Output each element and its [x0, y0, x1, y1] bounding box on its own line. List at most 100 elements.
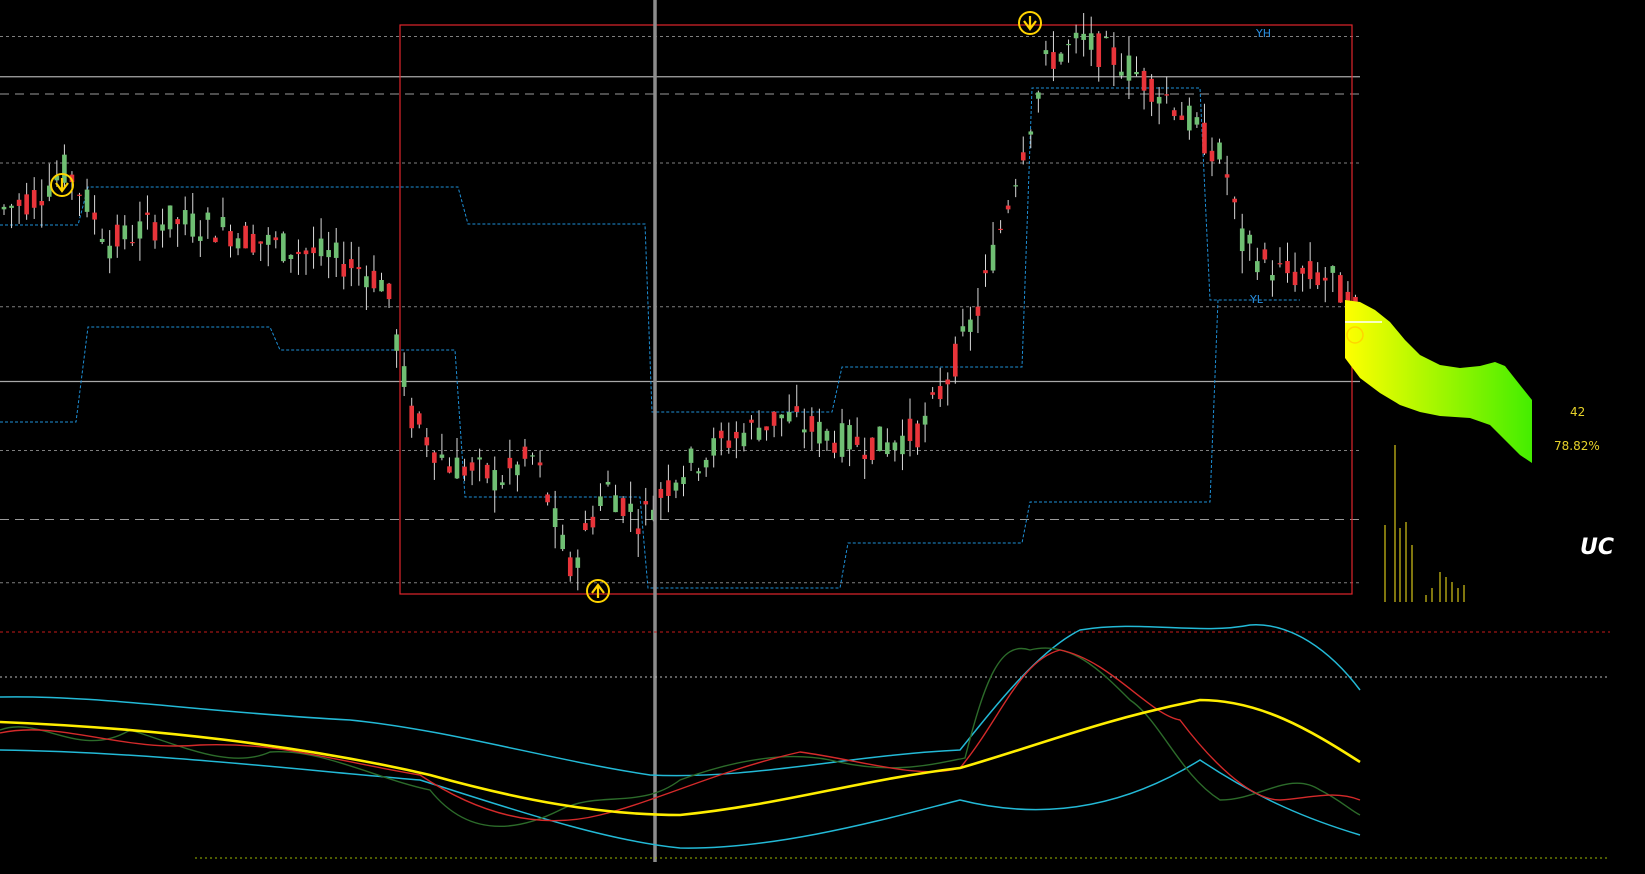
candle-body [250, 233, 256, 253]
candle-body [1111, 47, 1117, 65]
candle-body [847, 425, 852, 450]
candle-body [477, 457, 482, 460]
candle-body [515, 464, 520, 476]
candle-body [175, 219, 180, 225]
candle-body [167, 205, 173, 230]
candle-body [915, 423, 920, 448]
candle-body [922, 415, 928, 425]
candle-body [160, 224, 165, 231]
candle-body [401, 366, 407, 387]
candle-body [54, 175, 60, 181]
candle-body [666, 480, 671, 496]
candle-body [809, 416, 815, 432]
candle-body [228, 231, 233, 247]
candle-body [1179, 115, 1185, 120]
candle-body [379, 279, 384, 292]
candle-body [1028, 131, 1034, 135]
candle-body [500, 482, 505, 486]
candle-body [432, 452, 437, 463]
candle-body [1134, 71, 1139, 75]
candle-body [545, 494, 550, 503]
candle-body [537, 462, 543, 466]
candle-body [1239, 228, 1245, 252]
price-grid [0, 36, 1360, 584]
candle-body [16, 199, 22, 206]
candle-body [726, 440, 732, 448]
candle-body [613, 495, 618, 513]
candle-body [130, 242, 135, 244]
candle-body [643, 501, 649, 505]
candle-body [1187, 105, 1192, 131]
candle-body [47, 185, 52, 197]
candle-body [900, 435, 905, 455]
candle-body [1, 206, 7, 210]
yh-label: YH [1255, 27, 1271, 40]
candle-body [1217, 142, 1222, 160]
oscillator-panel [0, 624, 1610, 859]
marker-circle-icon [1346, 326, 1364, 344]
osc-signal-line [0, 649, 1361, 822]
candle-body [235, 238, 241, 249]
candle-body [764, 426, 769, 431]
forecast-percent-label: 78.82% [1554, 439, 1600, 453]
candle-body [99, 238, 105, 242]
candle-body [681, 477, 686, 485]
osc-band-upper [0, 624, 1361, 777]
candle-body [1081, 33, 1086, 40]
candle-body [1088, 33, 1094, 50]
candle-body [1149, 78, 1154, 102]
candle-body [998, 228, 1003, 231]
candle-body [31, 190, 37, 208]
yl-label: YL [1249, 293, 1264, 306]
candle-body [794, 406, 800, 412]
candle-body [371, 270, 377, 289]
candle-body [1262, 249, 1268, 260]
channel-lower [0, 299, 1219, 589]
candle-body [439, 454, 445, 458]
candle-body [688, 448, 694, 463]
candle-body [341, 263, 347, 277]
candle-body [975, 306, 981, 316]
candle-body [1058, 53, 1064, 62]
candle-body [1156, 96, 1162, 104]
osc-trend-line [0, 698, 1361, 817]
candle-body [1285, 261, 1290, 274]
candle-body [605, 481, 611, 485]
forecast-area [1345, 300, 1532, 463]
candle-body [1353, 296, 1358, 304]
candle-body [409, 405, 414, 429]
candle-body [394, 334, 399, 351]
candle-body [507, 457, 513, 469]
candle-body [492, 470, 498, 491]
candle-body [990, 244, 996, 271]
uc-label: UC [1580, 535, 1614, 560]
candle-body [326, 250, 331, 258]
candle-body [213, 237, 218, 243]
candle-body [9, 205, 14, 208]
candle-body [198, 236, 203, 241]
candle-body [786, 412, 792, 422]
candle-body [983, 270, 988, 274]
candle-body [1202, 122, 1207, 154]
signal-arrows[interactable] [50, 11, 1364, 603]
candle-body [771, 411, 777, 426]
candle-body [84, 189, 90, 212]
candle-body [635, 528, 641, 535]
candle-body [152, 222, 158, 241]
candle-body [386, 283, 392, 300]
candle-body [1104, 36, 1109, 39]
osc-band-lower [0, 749, 1361, 849]
candle-body [560, 534, 565, 550]
candle-body [281, 233, 286, 262]
channel-upper [0, 87, 1300, 413]
candle-body [318, 238, 324, 257]
candle-body [953, 343, 958, 377]
candle-body [1270, 275, 1275, 281]
candle-body [779, 414, 784, 419]
candle-body [817, 421, 822, 444]
buy-arrow-icon [586, 579, 610, 603]
candle-body [552, 508, 558, 528]
candle-body [839, 423, 845, 457]
candle-body [832, 442, 837, 453]
